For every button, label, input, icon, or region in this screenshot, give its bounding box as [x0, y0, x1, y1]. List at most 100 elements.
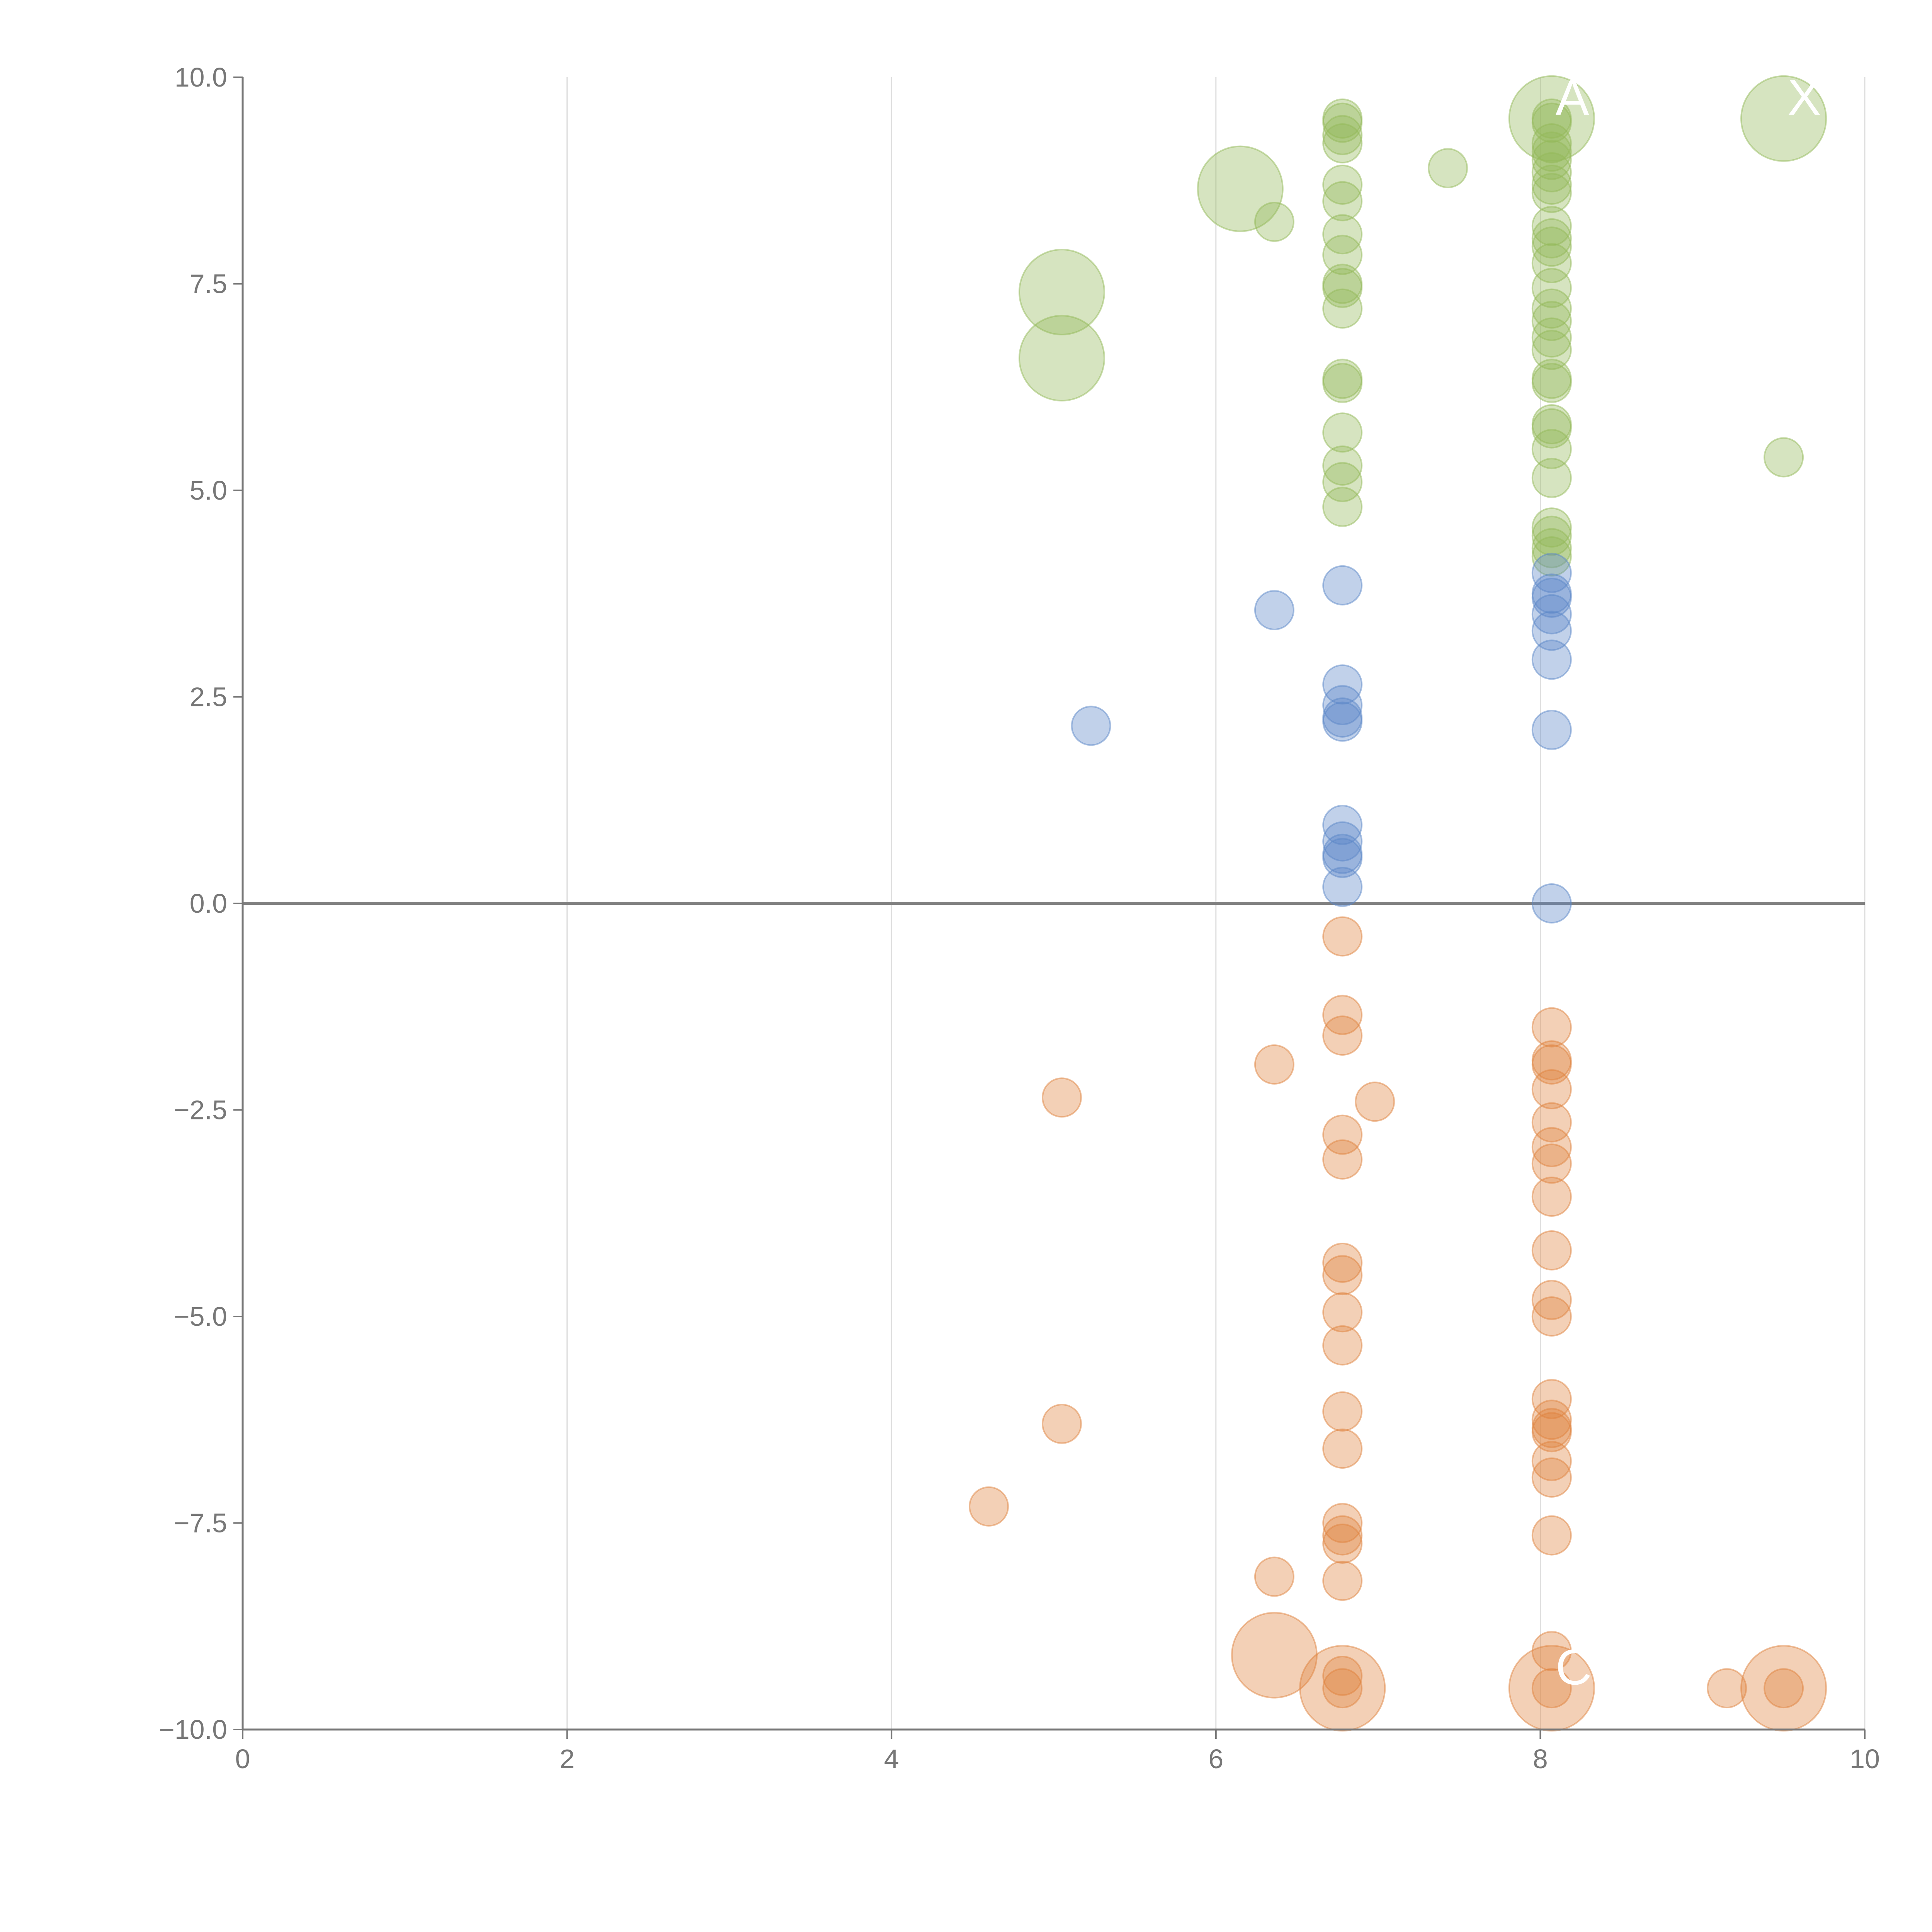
bubble-point [1322, 1114, 1363, 1155]
bubble-point [1531, 457, 1572, 498]
bubble-point [1531, 1007, 1572, 1048]
y-tick-label: 7.5 [190, 269, 227, 299]
bubble-point [1322, 1139, 1363, 1180]
bubble-point [1322, 115, 1363, 155]
y-tick-label: −2.5 [174, 1095, 227, 1125]
bubble-point [1322, 804, 1363, 845]
bubble-point [1322, 701, 1363, 742]
bubble-point [1322, 288, 1363, 329]
bubble-point [1018, 248, 1105, 335]
y-tick-label: 5.0 [190, 475, 227, 505]
bubble-point [1531, 1044, 1572, 1085]
bubble-point [1531, 131, 1572, 172]
bubble-point [1254, 202, 1294, 242]
bubble-point [1322, 462, 1363, 502]
y-tick-label: 0.0 [190, 888, 227, 918]
bubble-point [1531, 1069, 1572, 1110]
bubble-point [1531, 1230, 1572, 1270]
bubble-point [1254, 1556, 1294, 1597]
bubble-point [1197, 145, 1284, 232]
bubble-point [1322, 995, 1363, 1035]
bubble-point [1531, 577, 1572, 618]
x-tick-label: 8 [1533, 1744, 1548, 1774]
x-tick-label: 6 [1208, 1744, 1223, 1774]
bubble-point [1531, 594, 1572, 634]
bubble-point [1531, 553, 1572, 593]
bubble-point [1531, 243, 1572, 284]
bubble-point [1531, 1441, 1572, 1481]
bubble-point [1041, 1403, 1082, 1444]
bubble-point [1322, 1503, 1363, 1543]
bubble-point [1322, 363, 1363, 403]
bubble-point [1322, 685, 1363, 725]
bubble-point [1355, 1082, 1395, 1122]
bubble-point [969, 1486, 1009, 1527]
tick-labels: 0 2 4 6 8 10 10.0 7.5 5.0 2.5 0.0 −2.5 −5.0 −7.5 −10.0 [159, 62, 1880, 1774]
bubble-point [1531, 218, 1572, 259]
series-blue [1071, 553, 1572, 923]
annotation-label: C [1556, 1639, 1592, 1695]
bubble-point [1531, 536, 1572, 577]
bubble-point [1531, 1412, 1572, 1452]
bubble-point [1322, 1243, 1363, 1283]
bubble-point [1322, 486, 1363, 527]
bubble-point [1322, 1429, 1363, 1469]
y-tick-label: 2.5 [190, 682, 227, 712]
bubble-point [1018, 315, 1105, 401]
bubble-point [1322, 181, 1363, 221]
bubble-point [1322, 268, 1363, 308]
bubble-point [1322, 1656, 1363, 1696]
bubble-point [1322, 123, 1363, 164]
bubble-point [1322, 916, 1363, 957]
point-annotations: A X C [1556, 69, 1821, 1695]
bubble-point [1428, 148, 1468, 189]
bubble-point [1322, 1523, 1363, 1564]
bubble-point [1254, 1044, 1294, 1085]
bubble-point [1299, 1645, 1386, 1732]
bubble-point [1322, 1668, 1363, 1709]
bubble-point [1531, 1379, 1572, 1419]
bubble-point [1531, 1515, 1572, 1556]
bubble-point [1531, 1296, 1572, 1337]
x-tick-label: 4 [884, 1744, 899, 1774]
bubble-point [1322, 235, 1363, 275]
annotation-label: X [1787, 69, 1821, 126]
bubble-point [1531, 710, 1572, 750]
bubble-point [1531, 226, 1572, 267]
series-orange [969, 916, 1827, 1732]
bubble-point [1322, 1015, 1363, 1056]
bubble-point [1531, 123, 1572, 164]
bubble-point [1531, 317, 1572, 358]
y-tick-label: 10.0 [175, 62, 227, 92]
y-tick-label: −10.0 [159, 1714, 227, 1745]
bubble-point [1322, 164, 1363, 205]
bubble-point [1531, 507, 1572, 548]
bubble-point [1531, 164, 1572, 205]
bubble-point [1322, 1325, 1363, 1366]
bubble-point [1322, 1515, 1363, 1556]
bubbles [969, 75, 1827, 1732]
bubble-point [1531, 206, 1572, 246]
bubble-point [1322, 445, 1363, 486]
bubble-point [1531, 139, 1572, 180]
bubble-point [1508, 75, 1595, 162]
bubble-point [1531, 173, 1572, 213]
bubble-point [1322, 1561, 1363, 1601]
x-tick-label: 0 [235, 1744, 250, 1774]
series-green [1018, 75, 1827, 577]
bubble-point [1508, 1645, 1595, 1732]
annotation-label: A [1556, 69, 1589, 126]
bubble-point [1531, 528, 1572, 568]
bubble-point [1531, 363, 1572, 403]
bubble-point [1531, 1668, 1572, 1709]
bubble-point [1707, 1668, 1747, 1709]
bubble-point [1322, 664, 1363, 705]
x-tick-label: 10 [1850, 1744, 1880, 1774]
bubble-point [1531, 1280, 1572, 1320]
bubble-point [1531, 301, 1572, 341]
bubble-point [1740, 1645, 1827, 1732]
bubble-point [1531, 883, 1572, 923]
y-tick-label: −7.5 [174, 1508, 227, 1538]
bubble-point [1322, 1255, 1363, 1296]
